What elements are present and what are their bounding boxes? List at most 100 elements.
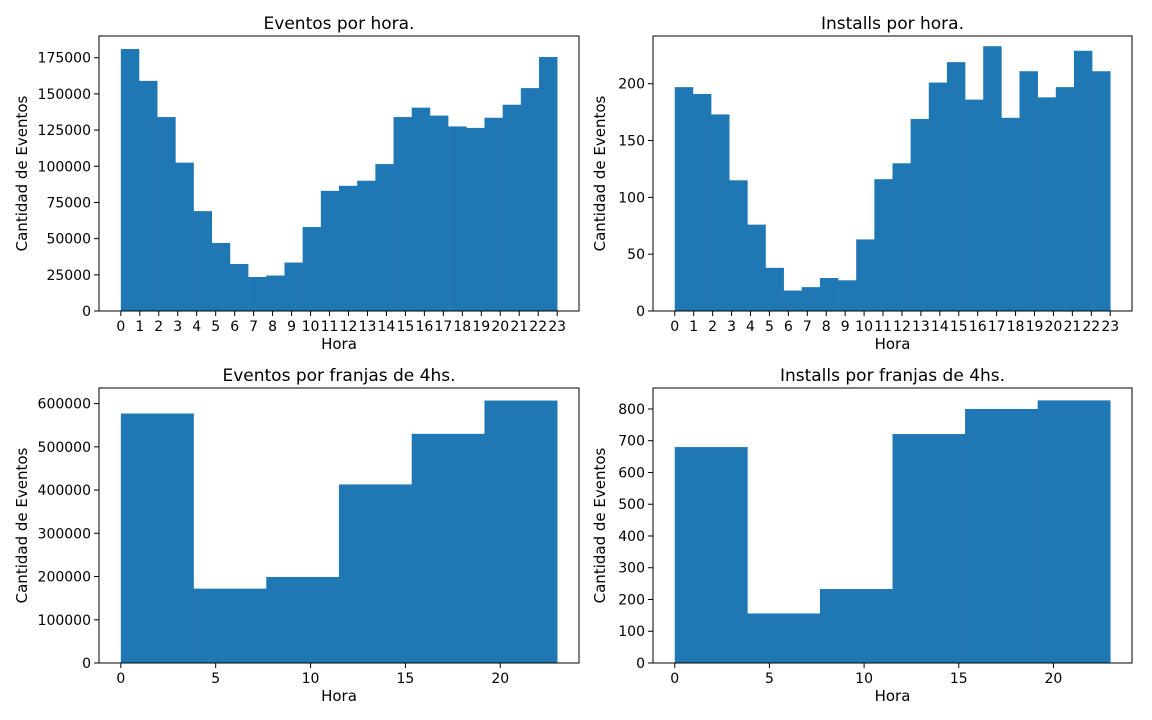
x-tick-label: 14 xyxy=(378,319,396,335)
x-axis-label: Hora xyxy=(875,335,911,353)
x-tick-label: 13 xyxy=(912,319,930,335)
x-tick-label: 19 xyxy=(1026,319,1044,335)
x-tick-label: 22 xyxy=(1082,319,1100,335)
chart-title: Installs por franjas de 4hs. xyxy=(780,366,1005,386)
x-tick-label: 10 xyxy=(302,319,320,335)
x-tick-label: 16 xyxy=(415,319,433,335)
x-tick-label: 23 xyxy=(548,319,566,335)
y-tick-label: 800 xyxy=(618,402,645,418)
axes-frame xyxy=(652,35,1133,312)
bar xyxy=(320,190,340,311)
bar xyxy=(747,613,821,663)
x-tick-label: 12 xyxy=(340,319,358,335)
x-axis-label: Hora xyxy=(321,335,357,353)
x-tick-label: 15 xyxy=(396,319,414,335)
x-tick-label: 10 xyxy=(855,671,873,687)
bar xyxy=(819,589,893,663)
bar xyxy=(284,262,303,311)
bar xyxy=(1001,117,1020,312)
bar xyxy=(266,275,285,311)
y-tick-label: 150 xyxy=(618,134,645,150)
x-tick-label: 21 xyxy=(1063,319,1081,335)
x-tick-label: 6 xyxy=(784,319,793,335)
x-tick-label: 0 xyxy=(670,671,679,687)
axes-frame xyxy=(98,387,580,664)
bar xyxy=(193,588,267,663)
y-tick-label: 200 xyxy=(618,592,645,608)
bar xyxy=(120,49,140,312)
bar xyxy=(1055,87,1075,312)
bar xyxy=(375,164,394,311)
x-tick-label: 4 xyxy=(746,319,755,335)
bar xyxy=(120,413,194,663)
y-tick-label: 50000 xyxy=(46,232,91,248)
bar xyxy=(747,224,766,311)
x-tick-label: 1 xyxy=(135,319,144,335)
x-tick-label: 19 xyxy=(472,319,490,335)
y-tick-label: 500000 xyxy=(38,440,91,456)
x-tick-label: 20 xyxy=(1045,671,1063,687)
bar xyxy=(1037,97,1057,311)
y-axis-label: Cantidad de Eventos xyxy=(591,447,609,603)
x-tick-label: 16 xyxy=(969,319,987,335)
y-tick-label: 100 xyxy=(618,624,645,640)
x-tick-label: 4 xyxy=(192,319,201,335)
y-tick-label: 75000 xyxy=(46,195,91,211)
y-tick-label: 100000 xyxy=(38,159,91,175)
y-tick-label: 200000 xyxy=(38,570,91,586)
x-tick-label: 5 xyxy=(765,671,774,687)
bar xyxy=(819,278,839,311)
bar xyxy=(892,434,966,663)
bar xyxy=(229,263,249,311)
bar xyxy=(138,80,158,311)
chart-eventos-por-franjas: 0 5 10 15 20 0 100000 200000 300000 400000 500000 6… xyxy=(13,366,580,705)
y-axis-label: Cantidad de Eventos xyxy=(13,95,31,251)
bar xyxy=(1073,50,1093,311)
bar xyxy=(248,276,267,311)
bar xyxy=(765,267,784,311)
x-tick-label: 13 xyxy=(359,319,377,335)
bar xyxy=(393,117,413,311)
y-tick-label: 200 xyxy=(618,77,645,93)
bar xyxy=(211,242,231,311)
axes-frame xyxy=(652,387,1133,664)
x-tick-label: 5 xyxy=(211,671,220,687)
x-tick-label: 0 xyxy=(670,319,679,335)
y-tick-label: 25000 xyxy=(46,268,91,284)
x-tick-label: 11 xyxy=(874,319,892,335)
bar xyxy=(946,62,966,311)
x-tick-label: 11 xyxy=(321,319,339,335)
x-tick-label: 14 xyxy=(931,319,949,335)
x-tick-label: 0 xyxy=(116,671,125,687)
y-tick-label: 400000 xyxy=(38,483,91,499)
bar xyxy=(157,117,176,311)
x-tick-label: 7 xyxy=(249,319,258,335)
chart-title: Eventos por hora. xyxy=(264,14,415,34)
x-tick-label: 20 xyxy=(491,671,509,687)
bar xyxy=(339,185,358,311)
bar xyxy=(339,484,413,663)
axes-frame xyxy=(98,35,580,312)
y-tick-label: 125000 xyxy=(38,123,91,139)
bar xyxy=(711,114,730,311)
y-tick-label: 600000 xyxy=(38,397,91,413)
x-tick-label: 3 xyxy=(173,319,182,335)
x-tick-label: 12 xyxy=(893,319,911,335)
bar xyxy=(193,211,213,311)
y-tick-label: 0 xyxy=(82,656,91,672)
chart-installs-por-franjas: 0 5 10 15 200100200300400500600700800Install… xyxy=(591,366,1133,705)
bar xyxy=(692,93,712,311)
bar xyxy=(1019,71,1038,312)
bar xyxy=(175,162,194,311)
x-tick-label: 5 xyxy=(211,319,220,335)
x-tick-label: 5 xyxy=(765,319,774,335)
x-tick-label: 2 xyxy=(708,319,717,335)
x-tick-label: 10 xyxy=(302,671,320,687)
bar xyxy=(484,400,558,663)
x-tick-label: 8 xyxy=(822,319,831,335)
y-tick-label: 300000 xyxy=(38,526,91,542)
x-tick-label: 8 xyxy=(268,319,277,335)
x-axis-label: Hora xyxy=(875,687,911,705)
x-tick-label: 6 xyxy=(230,319,239,335)
bar xyxy=(1037,400,1111,663)
